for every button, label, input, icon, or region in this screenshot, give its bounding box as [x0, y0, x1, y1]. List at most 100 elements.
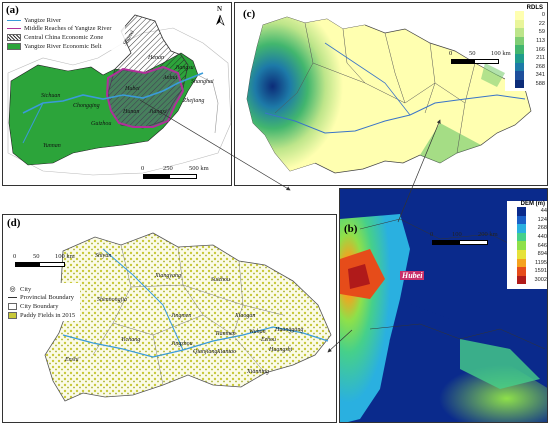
north-arrow-icon: [216, 14, 225, 26]
panel-a-location-map: (a) N Yangtze River Middle Reaches of Ya…: [2, 2, 232, 186]
north-arrow: N: [213, 5, 227, 26]
color-swatch-icon: [515, 79, 524, 89]
legend-item-central-china: Central China Economic Zone: [7, 33, 125, 42]
scale-tick-2: 100 km: [55, 253, 75, 260]
fill-swatch-icon: [7, 42, 21, 50]
label-shanghai: Shanghai: [191, 79, 214, 85]
city-ezhou: Ezhou: [261, 337, 276, 343]
city-yichang: Yichang: [121, 337, 141, 343]
rdls-class-8: 588: [505, 79, 545, 89]
city-xianning: Xianning: [247, 369, 269, 375]
dem-class-0: 44: [507, 207, 547, 216]
label-zhejiang: Zhejiang: [183, 98, 205, 104]
legend-item-provincial: Provincial Boundary: [8, 294, 78, 303]
label-jiangsu: Jiangsu: [175, 65, 194, 71]
ramp-label: 3002: [534, 277, 547, 284]
city-dot-icon: ◎: [9, 285, 16, 294]
label-yunnan: Yunnan: [43, 143, 61, 149]
color-swatch-icon: [517, 232, 526, 242]
city-xiangyang: Xiangyang: [155, 273, 181, 279]
rdls-class-2: 59: [505, 28, 545, 37]
color-swatch-icon: [515, 11, 524, 20]
paddy-field-map: [44, 232, 332, 402]
line-swatch-icon: [8, 297, 17, 299]
label-jiangxi: Jiangxi: [149, 109, 167, 115]
ramp-label: 646: [537, 242, 547, 249]
legend-item-yangtze-river: Yangtze River: [7, 16, 125, 25]
rdls-class-7: 341: [505, 71, 545, 80]
legend-text: City: [20, 285, 32, 293]
rdls-legend: RDLS 0 22 59 113 166 211 268 341 588: [505, 5, 545, 91]
scale-tick-0: 0: [141, 165, 145, 172]
city-shennongjia: Shennongjia: [97, 297, 127, 303]
color-swatch-icon: [517, 275, 526, 285]
color-swatch-icon: [517, 241, 526, 250]
hatch-swatch-icon: [7, 33, 21, 41]
panel-d-paddy-map: (d) 0 50 100 km ◎ City Provincial Bounda…: [2, 214, 337, 423]
color-swatch-icon: [517, 267, 526, 276]
city-huanggang: Huanggang: [275, 327, 304, 333]
dem-class-2: 268: [507, 224, 547, 233]
label-hunan: Hunan: [123, 109, 140, 115]
ramp-label: 0: [541, 12, 545, 19]
dem-class-8: 3002: [507, 275, 547, 285]
city-qianjiang: Qianjiang: [193, 349, 218, 355]
color-swatch-icon: [517, 224, 526, 233]
box-swatch-icon: [8, 302, 17, 310]
color-swatch-icon: [515, 62, 524, 72]
dem-class-4: 646: [507, 241, 547, 250]
city-wuhan: Wuhan: [249, 329, 266, 335]
ramp-label: 113: [536, 38, 545, 45]
panel-c-label: (c): [243, 8, 256, 20]
ramp-label: 59: [538, 29, 545, 36]
scale-tick-0: 0: [430, 231, 434, 238]
dem-class-3: 440: [507, 232, 547, 242]
label-sichuan: Sichuan: [41, 93, 61, 99]
label-guizhou: Guizhou: [91, 121, 112, 127]
legend-item-economic-belt: Yangtze River Economic Belt: [7, 42, 125, 51]
color-swatch-icon: [515, 36, 524, 46]
scale-tick-2: 100 km: [491, 50, 511, 57]
line-swatch-icon: [7, 19, 21, 21]
dem-class-1: 124: [507, 215, 547, 225]
rdls-class-5: 211: [505, 53, 545, 63]
north-label: N: [217, 5, 223, 13]
panel-a-label: (a): [6, 4, 19, 16]
legend-text: Yangtze River Economic Belt: [24, 42, 102, 50]
scale-tick-2: 500 km: [189, 165, 209, 172]
panel-d-label: (d): [7, 217, 21, 229]
dem-class-5: 894: [507, 249, 547, 259]
rdls-raster-map: [246, 16, 532, 174]
city-xiantao: Xiantao: [217, 349, 236, 355]
panel-b-label: (b): [344, 223, 358, 235]
hubei-paddy-outline: [44, 232, 332, 402]
color-swatch-icon: [515, 45, 524, 54]
ramp-label: 22: [538, 20, 545, 27]
scale-tick-1: 50: [33, 253, 40, 260]
color-swatch-icon: [517, 249, 526, 259]
panel-b-dem-map: (b) Hubei DEM (m) 44 124 268 440 646 894 1195 1…: [339, 188, 548, 423]
city-enshi: Enshi: [65, 357, 79, 363]
city-jingmen: Jingmen: [171, 313, 192, 319]
color-swatch-icon: [515, 71, 524, 80]
legend-text: Middle Reaches of Yangtze River: [24, 25, 112, 33]
ramp-label: 166: [535, 46, 545, 53]
ramp-label: 440: [537, 234, 547, 241]
city-huangshi: Huangshi: [269, 347, 293, 353]
rdls-ramp: 0 22 59 113 166 211 268 341 588: [505, 11, 545, 89]
rdls-legend-title: RDLS: [526, 5, 543, 11]
panel-c-scale-bar: 0 50 100 km: [447, 50, 517, 68]
legend-text: Paddy Fields in 2015: [20, 311, 76, 319]
scale-tick-0: 0: [449, 50, 453, 57]
ramp-label: 124: [537, 216, 547, 223]
color-swatch-icon: [515, 28, 524, 37]
scale-tick-0: 0: [13, 253, 17, 260]
ramp-label: 268: [537, 225, 547, 232]
ramp-label: 1591: [534, 268, 547, 275]
color-swatch-icon: [517, 215, 526, 225]
yangtze-river: [22, 72, 204, 114]
label-chongqing: Chongqing: [73, 103, 100, 109]
hubei-label: Hubei: [400, 271, 425, 280]
panel-a-legend: Yangtze River Middle Reaches of Yangtze …: [7, 16, 125, 51]
city-jingzhou: Jingzhou: [171, 341, 193, 347]
